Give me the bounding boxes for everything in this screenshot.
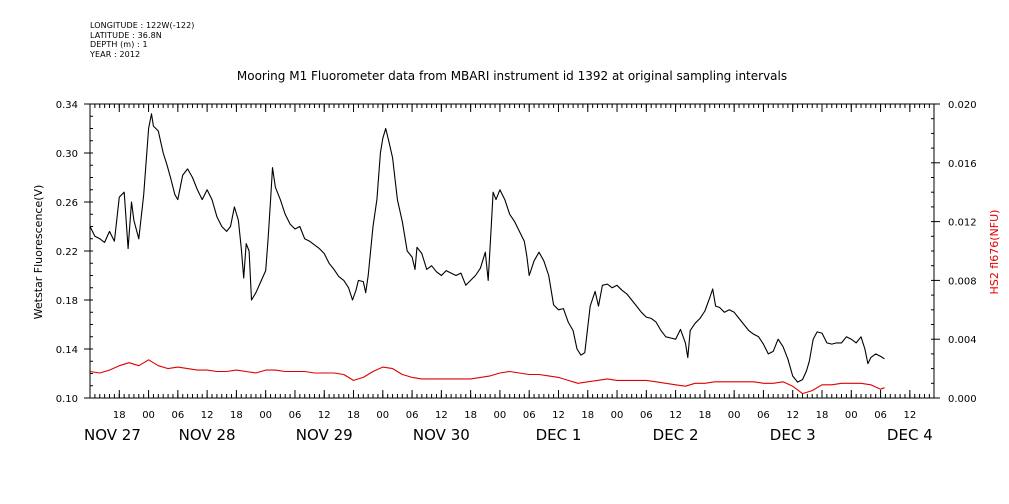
x-hour-tick-label: 12: [318, 410, 331, 421]
x-hour-tick-label: 00: [494, 410, 507, 421]
y-left-tick-label: 0.14: [56, 345, 78, 356]
x-hour-tick-label: 06: [289, 410, 302, 421]
x-day-label: DEC 3: [770, 426, 816, 444]
x-hour-tick-label: 06: [757, 410, 770, 421]
x-hour-tick-label: 00: [845, 410, 858, 421]
y-axis-right-label: HS2 fl676(NFU): [988, 210, 1001, 295]
y-right-tick-label: 0.020: [948, 100, 977, 111]
metadata-block: LONGITUDE : 122W(-122) LATITUDE : 36.8N …: [90, 21, 195, 59]
x-hour-tick-label: 06: [640, 410, 653, 421]
x-hour-tick-label: 06: [171, 410, 184, 421]
x-hour-tick-label: 06: [523, 410, 536, 421]
latitude-text: LATITUDE : 36.8N: [90, 30, 162, 40]
y-right-tick-label: 0.000: [948, 394, 977, 405]
x-day-label: DEC 1: [536, 426, 582, 444]
x-hour-tick-label: 18: [581, 410, 594, 421]
y-right-tick-label: 0.004: [948, 335, 977, 346]
x-hour-tick-label: 00: [142, 410, 155, 421]
x-hour-tick-label: 12: [435, 410, 448, 421]
x-hour-tick-label: 06: [406, 410, 419, 421]
y-right-tick-label: 0.016: [948, 159, 977, 170]
y-left-tick-label: 0.34: [56, 100, 78, 111]
chart-title: Mooring M1 Fluorometer data from MBARI i…: [237, 69, 787, 83]
x-hour-tick-label: 18: [113, 410, 126, 421]
x-hour-tick-label: 00: [376, 410, 389, 421]
x-hour-tick-label: 18: [230, 410, 243, 421]
x-hour-tick-label: 12: [669, 410, 682, 421]
x-hour-tick-label: 00: [611, 410, 624, 421]
y-left-tick-label: 0.18: [56, 296, 78, 307]
x-hour-tick-label: 06: [874, 410, 887, 421]
x-day-label: NOV 30: [413, 426, 470, 444]
y-left-tick-label: 0.30: [56, 149, 78, 160]
x-day-label: NOV 29: [296, 426, 353, 444]
x-day-label: NOV 27: [84, 426, 141, 444]
x-day-label: DEC 2: [653, 426, 699, 444]
y-right-tick-label: 0.012: [948, 218, 977, 229]
x-hour-tick-label: 18: [699, 410, 712, 421]
x-hour-tick-label: 18: [347, 410, 360, 421]
plot-frame: [89, 103, 935, 399]
x-hour-tick-label: 18: [816, 410, 829, 421]
x-hour-tick-label: 12: [552, 410, 565, 421]
x-hour-tick-label: 00: [259, 410, 272, 421]
y-left-tick-label: 0.26: [56, 198, 78, 209]
x-hour-tick-label: 00: [728, 410, 741, 421]
y-axis-left-label: Wetstar Fluorescence(V): [32, 185, 45, 320]
year-text: YEAR : 2012: [90, 49, 141, 59]
x-day-label: DEC 4: [887, 426, 933, 444]
x-hour-tick-label: 18: [464, 410, 477, 421]
x-hour-tick-label: 12: [201, 410, 214, 421]
series-line-hs2: [89, 359, 885, 395]
y-right-tick-label: 0.008: [948, 276, 977, 287]
series-line-wetstar: [89, 113, 885, 383]
x-hour-tick-label: 12: [786, 410, 799, 421]
y-left-tick-label: 0.10: [56, 394, 78, 405]
y-left-tick-label: 0.22: [56, 247, 78, 258]
depth-text: DEPTH (m) : 1: [90, 40, 148, 49]
longitude-text: LONGITUDE : 122W(-122): [90, 21, 195, 30]
x-day-label: NOV 28: [179, 426, 236, 444]
x-hour-tick-label: 12: [903, 410, 916, 421]
